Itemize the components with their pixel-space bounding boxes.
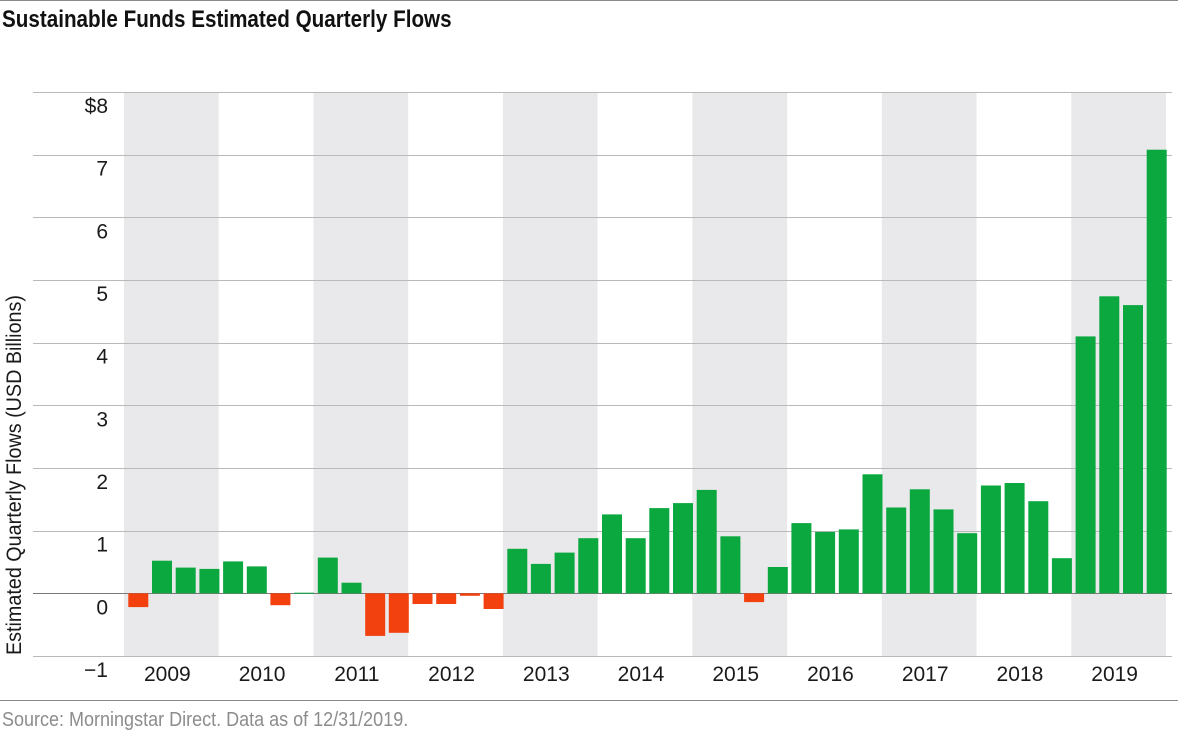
bar-2009-q3 xyxy=(175,567,196,594)
bar-2012-q2 xyxy=(436,593,457,604)
bar-2014-q4 xyxy=(673,503,693,594)
x-tick-label-2012: 2012 xyxy=(428,663,475,686)
bar-2010-q2 xyxy=(246,566,267,594)
bar-2013-q2 xyxy=(530,563,551,594)
bar-2018-q1 xyxy=(980,485,1001,594)
bar-2014-q2 xyxy=(625,538,646,594)
y-tick-label: 5 xyxy=(96,283,108,306)
bar-2009-q4 xyxy=(199,568,220,594)
x-tick-label-2019: 2019 xyxy=(1091,663,1138,686)
y-tick-label: 7 xyxy=(96,158,108,181)
y-tick-label: $8 xyxy=(85,95,108,118)
y-tick-labels: $8 7 6 5 4 3 2 1 0 −1 xyxy=(84,95,108,682)
bar-2015-q4 xyxy=(767,567,788,594)
bar-2010-q3 xyxy=(270,593,291,606)
bar-2013-q1 xyxy=(507,548,528,594)
bar-2015-q3 xyxy=(744,593,765,603)
bar-2010-q1 xyxy=(223,561,244,594)
bar-2015-q2 xyxy=(720,536,741,594)
bar-2012-q4 xyxy=(483,593,504,609)
x-tick-label-2011: 2011 xyxy=(334,663,379,686)
y-tick-label: −1 xyxy=(84,659,108,682)
bar-2017-q1 xyxy=(886,507,907,594)
bar-2013-q3 xyxy=(554,552,575,594)
bars xyxy=(128,149,1167,636)
x-tick-label-2018: 2018 xyxy=(997,663,1044,686)
y-tick-label: 4 xyxy=(96,346,108,369)
bar-2010-q4 xyxy=(294,592,315,594)
bar-2017-q4 xyxy=(957,533,978,594)
bar-2017-q3 xyxy=(933,509,954,594)
top-rule xyxy=(0,0,1178,1)
bar-2018-q3 xyxy=(1028,501,1049,594)
bar-2016-q4 xyxy=(862,474,883,594)
y-tick-label: 0 xyxy=(96,596,108,619)
chart-source: Source: Morningstar Direct. Data as of 1… xyxy=(2,709,409,731)
bar-2015-q1 xyxy=(696,489,717,594)
bar-2018-q2 xyxy=(1004,483,1025,594)
bottom-rule xyxy=(0,700,1178,701)
x-tick-label-2016: 2016 xyxy=(807,663,854,686)
bar-2018-q4 xyxy=(1051,558,1072,594)
bar-2013-q4 xyxy=(578,538,599,594)
bar-2009-q1 xyxy=(128,593,149,608)
bar-2019-q4 xyxy=(1146,149,1167,594)
bar-2014-q1 xyxy=(602,514,622,594)
bar-2019-q2 xyxy=(1099,296,1120,594)
x-tick-label-2010: 2010 xyxy=(239,663,286,686)
y-axis-title: Estimated Quarterly Flows (USD Billions) xyxy=(3,295,26,655)
bar-2011-q3 xyxy=(365,593,386,636)
bar-2017-q2 xyxy=(909,489,930,594)
x-tick-label-2017: 2017 xyxy=(902,663,949,686)
bar-2016-q1 xyxy=(791,523,812,594)
bar-2016-q3 xyxy=(838,529,859,594)
x-tick-labels: 2009 2010 2011 2012 2013 2014 2015 2016 2017 2018… xyxy=(144,663,1138,686)
bar-2014-q3 xyxy=(649,508,670,594)
bar-2012-q1 xyxy=(412,593,433,604)
bar-2019-q1 xyxy=(1075,336,1096,594)
bar-2011-q4 xyxy=(388,593,409,633)
y-tick-label: 1 xyxy=(96,534,108,557)
bar-2012-q3 xyxy=(459,593,480,596)
bar-2019-q3 xyxy=(1123,305,1143,594)
chart-title: Sustainable Funds Estimated Quarterly Fl… xyxy=(2,6,452,33)
x-tick-label-2014: 2014 xyxy=(618,663,665,686)
bar-2016-q2 xyxy=(815,531,836,594)
bar-2011-q2 xyxy=(341,582,362,594)
bar-2011-q1 xyxy=(317,557,338,594)
y-tick-label: 3 xyxy=(96,408,108,431)
bar-2009-q2 xyxy=(152,560,172,594)
y-tick-label: 2 xyxy=(96,471,108,494)
x-tick-label-2013: 2013 xyxy=(523,663,570,686)
x-tick-label-2009: 2009 xyxy=(144,663,191,686)
x-tick-label-2015: 2015 xyxy=(712,663,759,686)
y-tick-label: 6 xyxy=(96,220,108,243)
